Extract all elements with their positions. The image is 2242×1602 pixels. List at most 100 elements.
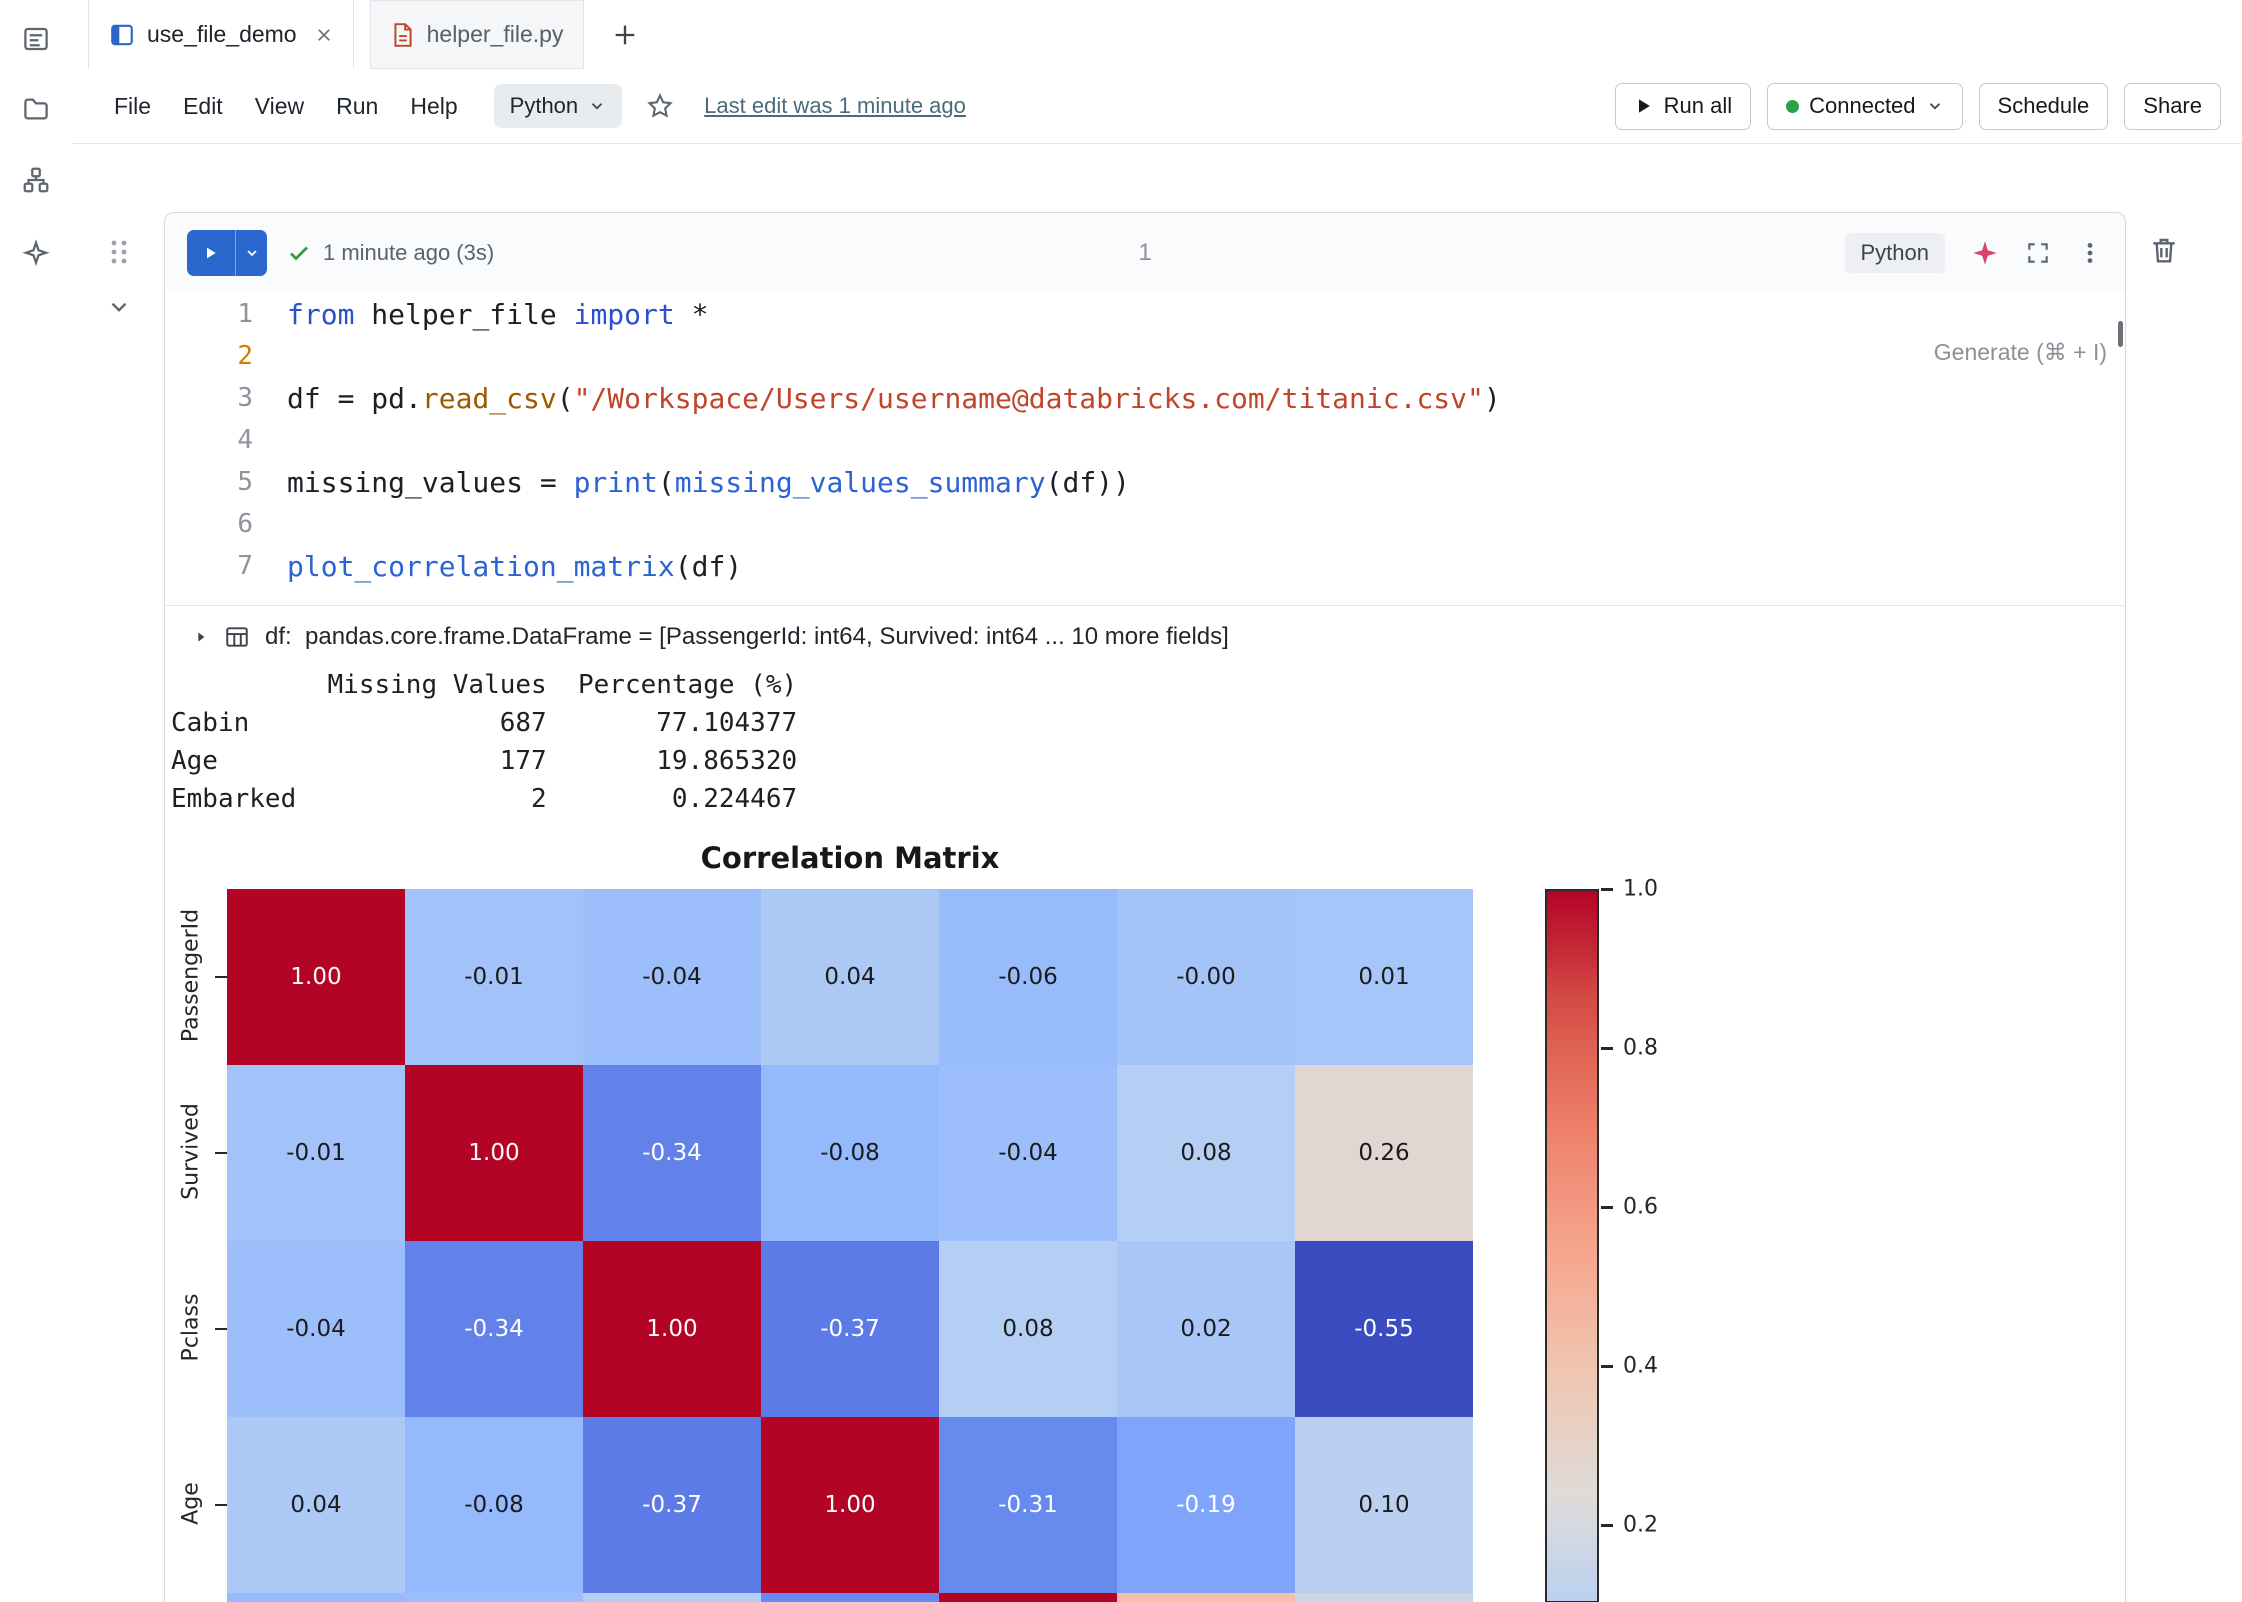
heatmap-cell: -0.06 — [939, 889, 1117, 1065]
cell-header-actions: Python — [1844, 233, 2104, 273]
line-number: 4 — [237, 425, 253, 455]
schedule-button[interactable]: Schedule — [1978, 82, 2109, 130]
code-editor[interactable]: 1 from helper_file import * 2 3 df = pd.read… — [165, 293, 2125, 605]
run-play-icon[interactable] — [187, 230, 235, 276]
run-cell-button[interactable] — [187, 230, 267, 276]
colorbar-tick-label: 0.2 — [1623, 1512, 1658, 1538]
heatmap-cell: 0.04 — [761, 889, 939, 1065]
heatmap-cell: 1.00 — [405, 1065, 583, 1241]
heatmap-cell: 1.00 — [583, 1241, 761, 1417]
colorbar-tick-label: 0.4 — [1623, 1353, 1658, 1379]
heatmap-cell: -0.04 — [583, 889, 761, 1065]
colorbar-tick — [1601, 1206, 1613, 1209]
heatmap-cell: 1.00 — [761, 1417, 939, 1593]
y-axis-tick — [215, 1328, 227, 1330]
heatmap-cell: -0.04 — [405, 1593, 583, 1602]
generate-hint: Generate (⌘ + I) — [1933, 339, 2107, 365]
y-axis-label: Pclass — [178, 1293, 204, 1362]
colorbar-tick — [1601, 1047, 1613, 1050]
cell-menu-kebab-icon[interactable] — [2077, 240, 2103, 266]
contents-panel-icon[interactable] — [21, 24, 51, 54]
cell-header: 1 minute ago (3s) 1 Python — [165, 213, 2125, 293]
df-summary-text: df: pandas.core.frame.DataFrame = [Passe… — [265, 623, 1229, 650]
menubar-actions: Run all Connected Schedule Share — [1614, 82, 2221, 130]
colorbar-tick-label: 0.8 — [1623, 1035, 1658, 1061]
tabs: use_file_demo helper_file.py — [88, 0, 585, 69]
menu-run[interactable]: Run — [336, 92, 379, 119]
last-edit-link[interactable]: Last edit was 1 minute ago — [704, 93, 966, 118]
tab-strip: use_file_demo helper_file.py — [88, 0, 648, 69]
sidebar — [0, 0, 72, 1602]
python-version-selector[interactable]: Python — [493, 84, 623, 128]
tab-use_file_demo[interactable]: use_file_demo — [88, 0, 354, 69]
expand-cell-icon[interactable] — [2025, 240, 2051, 266]
cell-drag-handle[interactable] — [108, 238, 130, 266]
assistant-sparkle-icon[interactable] — [1971, 239, 1999, 267]
code-text: from helper_file import * — [287, 297, 709, 331]
tab-label: helper_file.py — [426, 21, 564, 47]
favorite-star-icon[interactable] — [646, 92, 674, 120]
df-summary-row[interactable]: df: pandas.core.frame.DataFrame = [Passe… — [165, 616, 2125, 658]
python-version-label: Python — [509, 93, 579, 118]
heatmap: 1.00 -0.01 -0.04 0.04 -0.06 -0.00 0.01 -0.01 1.0… — [227, 889, 1473, 1602]
menu-edit[interactable]: Edit — [183, 92, 223, 119]
code-line: 7 plot_correlation_matrix(df) — [165, 545, 2125, 587]
heatmap-cell: -0.31 — [761, 1593, 939, 1602]
y-axis-tick — [215, 1504, 227, 1506]
execution-count: 1 — [1138, 239, 1152, 266]
folder-icon[interactable] — [21, 94, 51, 124]
chevron-down-icon — [592, 103, 603, 110]
delete-cell-icon[interactable] — [2148, 234, 2180, 266]
run-all-button[interactable]: Run all — [1614, 82, 1752, 130]
y-axis-label: SibSp — [179, 1580, 204, 1602]
line-number: 3 — [237, 383, 253, 413]
tab-helper_file.py[interactable]: helper_file.py — [369, 0, 585, 69]
connected-dropdown[interactable]: Connected — [1767, 82, 1963, 130]
heatmap-cell: -0.55 — [1295, 1241, 1473, 1417]
new-tab-button[interactable] — [602, 0, 648, 69]
tab-close-icon[interactable] — [315, 26, 333, 44]
menu-view[interactable]: View — [254, 92, 305, 119]
heatmap-cell: 0.08 — [583, 1593, 761, 1602]
heatmap-cell: 0.08 — [939, 1241, 1117, 1417]
heatmap-cell: -0.31 — [939, 1417, 1117, 1593]
notebook-icon — [109, 22, 135, 48]
heatmap-cell: -0.34 — [583, 1065, 761, 1241]
editor-scrollbar[interactable] — [2118, 321, 2123, 347]
dataframe-table-icon — [226, 627, 248, 647]
menubar-divider — [72, 143, 2242, 144]
code-line: 1 from helper_file import * — [165, 293, 2125, 335]
code-line: 4 — [165, 419, 2125, 461]
code-text: plot_correlation_matrix(df) — [287, 549, 743, 583]
cell-collapse-chevron-icon[interactable] — [106, 294, 132, 320]
heatmap-cell: -0.08 — [761, 1065, 939, 1241]
heatmap-cell: 0.26 — [1295, 1065, 1473, 1241]
y-axis-tick — [215, 1152, 227, 1154]
code-text: df = pd.read_csv("/Workspace/Users/usern… — [287, 381, 1501, 415]
run-options-chevron-icon[interactable] — [235, 230, 267, 276]
heatmap-cell: -0.06 — [227, 1593, 405, 1602]
assistant-sparkle-rail-icon[interactable] — [21, 239, 51, 269]
play-icon — [1638, 99, 1650, 113]
workflow-icon[interactable] — [21, 165, 51, 195]
heatmap-cell: -0.04 — [939, 1065, 1117, 1241]
heatmap-cell: -0.01 — [227, 1065, 405, 1241]
tab-label: use_file_demo — [147, 21, 297, 47]
share-button[interactable]: Share — [2124, 82, 2221, 130]
colorbar — [1545, 889, 1599, 1602]
line-number: 1 — [237, 299, 253, 329]
colorbar-tick — [1601, 888, 1613, 891]
menu-help[interactable]: Help — [410, 92, 458, 119]
menu-file[interactable]: File — [114, 92, 152, 119]
cell-language-badge[interactable]: Python — [1844, 233, 1945, 273]
expand-triangle-icon[interactable] — [193, 629, 209, 645]
heatmap-cell: 0.41 — [1117, 1593, 1295, 1602]
python-file-icon — [391, 22, 415, 48]
code-line: 3 df = pd.read_csv("/Workspace/Users/user… — [165, 377, 2125, 419]
colorbar-tick — [1601, 1524, 1613, 1527]
line-number: 7 — [237, 551, 253, 581]
colorbar-tick-label: 0.6 — [1623, 1194, 1658, 1220]
heatmap-cell: -0.08 — [405, 1417, 583, 1593]
y-axis-label: Age — [178, 1482, 204, 1525]
